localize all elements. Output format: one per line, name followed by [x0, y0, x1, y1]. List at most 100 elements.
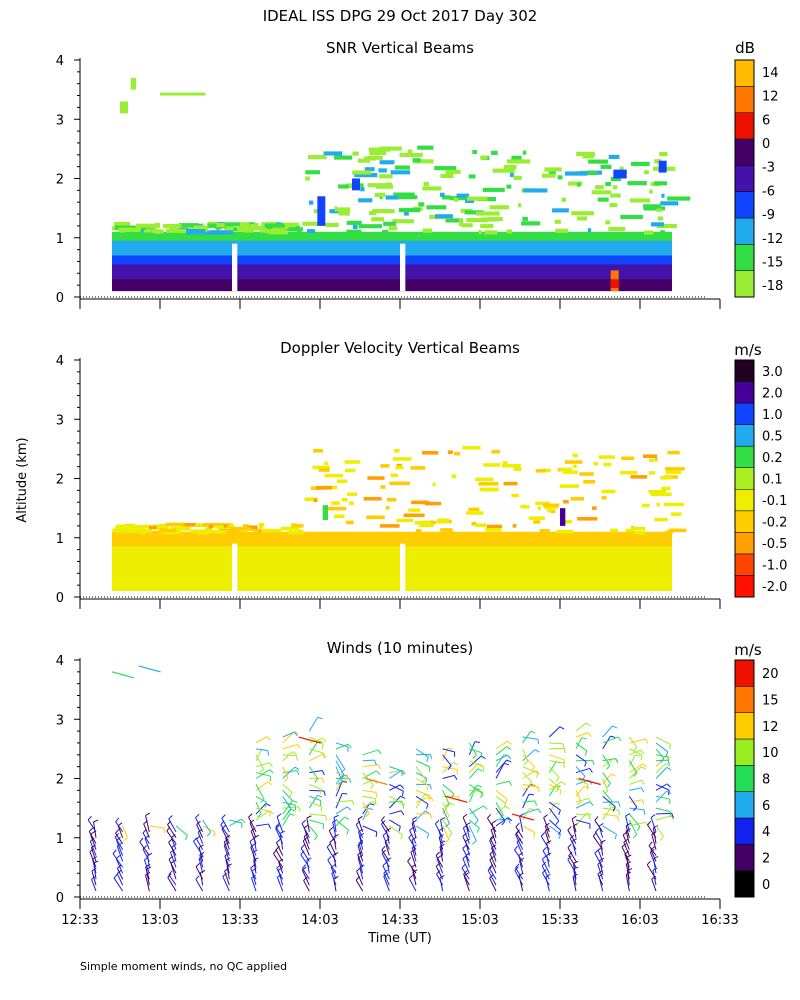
wind-barb-flag	[248, 813, 253, 818]
snr-cell	[587, 228, 592, 233]
wind-barb-shaft	[282, 801, 296, 806]
doppler-cell	[560, 508, 566, 526]
wind-barb-shaft	[389, 770, 401, 779]
snr-cell	[511, 155, 522, 160]
snr-cell	[205, 230, 227, 235]
wind-barb-flag	[545, 873, 551, 878]
snr-cell	[576, 216, 587, 221]
wind-barb-flag	[88, 827, 94, 832]
wind-barb-shaft	[549, 781, 562, 791]
wind-barb-flag	[195, 813, 200, 818]
snr-cell	[412, 159, 434, 164]
colorbar-swatch	[734, 738, 755, 766]
wind-barb-shaft	[225, 860, 230, 874]
y-tick-label: 2	[56, 173, 64, 188]
doppler-cell	[468, 507, 480, 512]
wind-barb-flag	[567, 843, 572, 848]
wind-barb-shaft	[650, 849, 657, 862]
snr-cell	[379, 160, 395, 165]
colorbar-swatch	[734, 791, 755, 819]
snr-cell	[130, 77, 136, 90]
wind-barb-flag	[666, 783, 672, 788]
wind-barb-flag	[444, 815, 450, 820]
wind-barb-shaft	[170, 852, 177, 868]
wind-barb-flag	[541, 861, 547, 867]
wind-barb-shaft	[442, 801, 450, 817]
wind-barb-shaft	[575, 778, 589, 786]
wind-barb-shaft	[628, 795, 638, 808]
wind-barb-flag	[346, 806, 352, 811]
snr-cell	[619, 166, 624, 171]
snr-cell	[358, 198, 373, 203]
colorbar-swatch	[734, 138, 755, 166]
doppler-cell	[537, 506, 541, 510]
wind-barb-shaft	[389, 783, 404, 792]
wind-barb-flag	[447, 747, 453, 750]
x-tick-label: 16:03	[621, 913, 658, 928]
wind-barb-shaft	[411, 839, 417, 856]
wind-barb-shaft	[549, 825, 561, 835]
doppler-cell	[649, 458, 655, 463]
x-tick-label: 15:03	[461, 913, 498, 928]
wind-barb-shaft	[567, 829, 577, 844]
doppler-cell	[223, 524, 231, 528]
doppler-cell	[528, 516, 545, 520]
wind-barb-flag	[445, 823, 450, 828]
snr-cell	[114, 221, 131, 227]
wind-barb-flag	[523, 761, 529, 765]
y-tick-label: 2	[56, 473, 64, 488]
wind-barb-shaft	[545, 876, 550, 892]
wind-barb-shaft	[255, 810, 270, 821]
wind-barb-shaft	[308, 795, 318, 809]
wind-barb-shaft	[408, 878, 417, 892]
snr-cell	[660, 201, 679, 206]
wind-barb-shaft	[651, 834, 657, 850]
wind-barb-flag	[322, 753, 327, 759]
wind-barb-flag	[342, 792, 348, 795]
doppler-cell	[533, 520, 541, 524]
wind-barb-shaft	[468, 763, 479, 773]
snr-cell	[656, 207, 662, 212]
wind-barb-shaft	[88, 831, 97, 844]
colorbar-swatch	[734, 402, 755, 425]
wind-barb-flag	[93, 819, 99, 823]
colorbar-swatch	[734, 424, 755, 447]
wind-barb-shaft	[411, 822, 417, 838]
wind-barb-shaft	[469, 748, 482, 754]
wind-barb-shaft	[625, 825, 630, 838]
wind-barb-flag	[249, 819, 255, 824]
doppler-cell	[304, 497, 318, 501]
wind-barb-shaft	[335, 806, 348, 815]
snr-cell	[492, 168, 515, 173]
doppler-cell	[327, 506, 347, 511]
doppler-cell	[336, 479, 348, 484]
wind-barb-flag	[287, 808, 292, 813]
wind-barb-flag	[250, 843, 256, 848]
wind-barb-shaft	[463, 875, 470, 892]
wind-barb-flag	[501, 820, 506, 826]
wind-barb-shaft	[282, 743, 298, 750]
wind-barb-flag	[348, 777, 352, 784]
snr-cell	[565, 171, 588, 176]
snr-cell	[472, 149, 477, 155]
wind-barb-shaft	[356, 870, 364, 886]
snr-cell	[610, 279, 619, 289]
colorbar-label: -3	[762, 161, 775, 176]
wind-barb-shaft	[333, 836, 337, 850]
wind-barb-shaft	[255, 795, 267, 803]
colorbar-label: 1.0	[762, 408, 783, 423]
snr-cell	[383, 221, 396, 226]
wind-barb-shaft	[575, 801, 591, 809]
wind-barb-flag	[648, 841, 653, 847]
colorbar-swatch	[734, 270, 755, 298]
wind-barb-shaft	[439, 877, 444, 892]
colorbar-swatch	[734, 659, 755, 687]
snr-cell	[445, 169, 461, 174]
wind-barb-flag	[328, 826, 334, 832]
wind-barb-flag	[665, 751, 669, 757]
wind-barb-flag	[462, 844, 467, 849]
doppler-cell	[619, 470, 638, 475]
wind-barb-flag	[323, 790, 326, 796]
wind-barb-shaft	[518, 875, 524, 892]
snr-cell	[482, 187, 505, 192]
